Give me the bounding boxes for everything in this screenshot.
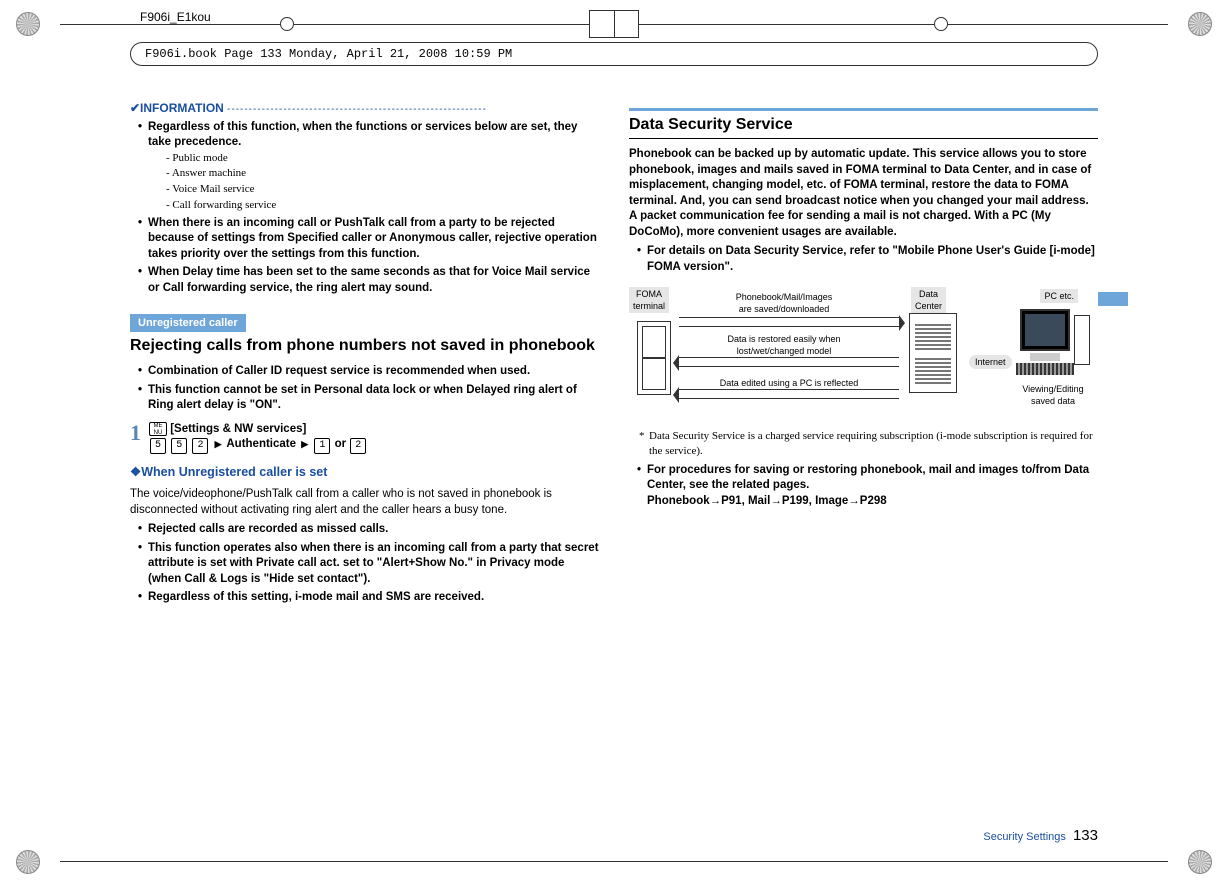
registration-mark	[16, 850, 40, 874]
step-row: 1 MENU [Settings & NW services] 5 5 2 ▶ …	[130, 422, 599, 455]
registration-mark	[1188, 850, 1212, 874]
step-number: 1	[130, 422, 141, 444]
diagram-label-foma: FOMA terminal	[629, 287, 669, 313]
info-bullet-text: Regardless of this function, when the fu…	[148, 121, 577, 149]
section-bullet: Combination of Caller ID request service…	[138, 364, 599, 380]
right-column: Data Security Service Phonebook can be b…	[629, 100, 1098, 806]
right-bullet-text: For procedures for saving or restoring p…	[647, 464, 1089, 492]
auth-text: Authenticate	[226, 438, 296, 450]
diagram-label-pc: PC etc.	[1040, 289, 1078, 303]
info-sub: Answer machine	[166, 166, 599, 181]
internet-label: Internet	[969, 355, 1012, 369]
section-title: Rejecting calls from phone numbers not s…	[130, 336, 599, 356]
or-text: or	[335, 438, 350, 450]
info-dashes: ----------------------------------------…	[227, 104, 487, 115]
information-heading: ✔INFORMATION ---------------------------…	[130, 100, 599, 118]
step-text: [Settings & NW services]	[167, 423, 306, 435]
diagram-label-datacenter: Data Center	[911, 287, 946, 313]
registration-mark	[16, 12, 40, 36]
section-bar	[629, 108, 1098, 111]
section-tag: Unregistered caller	[130, 314, 246, 333]
data-flow-diagram: FOMA terminal Phonebook/Mail/Images are …	[629, 285, 1098, 415]
info-sub: Public mode	[166, 151, 599, 166]
crop-circle	[280, 17, 294, 31]
right-intro: Phonebook can be backed up by automatic …	[629, 147, 1098, 240]
info-sub: Call forwarding service	[166, 198, 599, 213]
diagram-text: Viewing/Editing saved data	[1008, 383, 1098, 407]
diagram-text: Data edited using a PC is reflected	[689, 377, 889, 389]
diamond-heading: ❖When Unregistered caller is set	[130, 464, 599, 481]
lower-bullet: This function operates also when there i…	[138, 541, 599, 588]
section-bullets: Combination of Caller ID request service…	[130, 364, 599, 414]
diagram-text: Phonebook/Mail/Images are saved/download…	[699, 291, 869, 315]
lower-bullets: Rejected calls are recorded as missed ca…	[130, 522, 599, 606]
footnote: Data Security Service is a charged servi…	[629, 429, 1098, 459]
side-tab	[1098, 292, 1128, 306]
footer-section: Security Settings	[983, 831, 1066, 843]
page-area: ✔INFORMATION ---------------------------…	[130, 100, 1098, 806]
paragraph: The voice/videophone/PushTalk call from …	[130, 487, 599, 518]
server-icon	[909, 313, 957, 393]
arrow-icon	[679, 389, 899, 399]
registration-mark	[1188, 12, 1212, 36]
pc-icon	[1020, 309, 1090, 379]
left-column: ✔INFORMATION ---------------------------…	[130, 100, 599, 806]
right-bullet: For procedures for saving or restoring p…	[637, 463, 1098, 510]
triangle-icon: ▶	[213, 439, 224, 449]
info-sub: Voice Mail service	[166, 182, 599, 197]
info-bullet: When Delay time has been set to the same…	[138, 265, 599, 296]
diagram-text: Data is restored easily when lost/wet/ch…	[699, 333, 869, 357]
key-icon: 5	[171, 438, 187, 454]
footnote-text: Data Security Service is a charged servi…	[639, 429, 1098, 459]
info-bullet-list: Regardless of this function, when the fu…	[130, 120, 599, 297]
phone-icon	[637, 321, 671, 395]
triangle-icon: ▶	[299, 439, 310, 449]
step-body: MENU [Settings & NW services] 5 5 2 ▶ Au…	[149, 422, 367, 455]
info-bullet: When there is an incoming call or PushTa…	[138, 216, 599, 263]
key-icon: 1	[314, 438, 330, 454]
right-refs: Phonebook→P91, Mail→P199, Image→P298	[647, 495, 887, 507]
page-footer: Security Settings 133	[983, 827, 1098, 844]
lower-bullet: Rejected calls are recorded as missed ca…	[138, 522, 599, 538]
footer-page: 133	[1073, 827, 1098, 844]
right-bullets: For details on Data Security Service, re…	[629, 244, 1098, 275]
crop-circle	[934, 17, 948, 31]
header-label: F906i_E1kou	[140, 10, 211, 24]
right-bullet: For details on Data Security Service, re…	[637, 244, 1098, 275]
crop-box	[589, 10, 639, 38]
book-meta: F906i.book Page 133 Monday, April 21, 20…	[130, 42, 1098, 66]
key-icon: 2	[192, 438, 208, 454]
info-title: ✔INFORMATION	[130, 101, 224, 115]
arrow-icon	[679, 357, 899, 367]
arrow-icon	[679, 317, 899, 327]
lower-bullet: Regardless of this setting, i-mode mail …	[138, 590, 599, 606]
info-bullet: Regardless of this function, when the fu…	[138, 120, 599, 213]
section-bullet: This function cannot be set in Personal …	[138, 383, 599, 414]
menu-icon: MENU	[149, 422, 167, 436]
key-icon: 2	[350, 438, 366, 454]
key-icon: 5	[150, 438, 166, 454]
right-title: Data Security Service	[629, 115, 1098, 139]
right-bullets-2: For procedures for saving or restoring p…	[629, 463, 1098, 510]
info-sub-list: Public mode Answer machine Voice Mail se…	[148, 151, 599, 213]
crop-line	[60, 861, 1168, 862]
